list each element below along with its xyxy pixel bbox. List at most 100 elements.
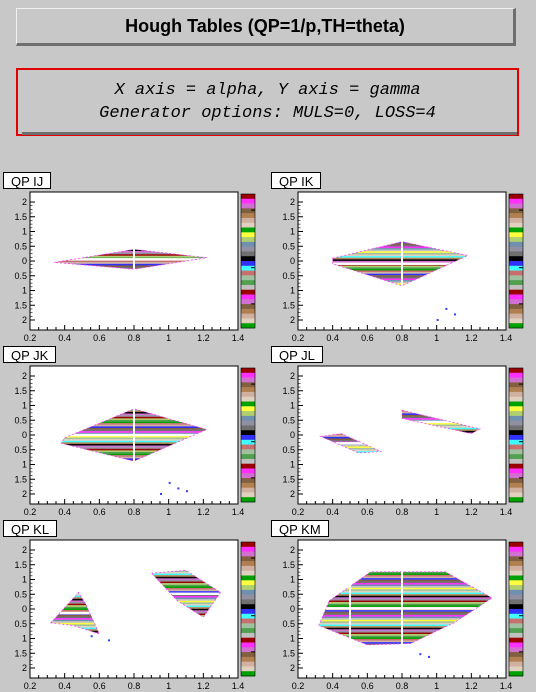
palette-swatch (509, 194, 523, 200)
palette-swatch (509, 237, 523, 243)
palette-swatch (509, 425, 523, 431)
y-tick-label: 1.5 (14, 386, 27, 396)
palette-swatch (509, 261, 523, 267)
palette-swatch (241, 599, 255, 605)
palette-swatch (241, 647, 255, 653)
palette-swatch (509, 492, 523, 498)
palette-swatch (509, 420, 523, 426)
scatter-point (177, 487, 180, 490)
scatter-point (454, 313, 456, 316)
palette-swatch (241, 406, 255, 412)
chart-svg: 0.2 0.4 0.6 0.8 1 1.2 1.4 2 1.5 1 0.5 0 0.5 1 1.5 2 (14, 191, 256, 343)
palette-swatch (241, 280, 255, 286)
palette-swatch (241, 623, 255, 629)
x-tick-label: 1 (166, 681, 171, 691)
x-tick-label: 0.8 (396, 681, 409, 691)
region-edge (150, 569, 222, 618)
palette-swatch (509, 251, 523, 257)
palette-swatch (509, 473, 523, 479)
palette-swatch (509, 642, 523, 648)
palette-swatch (241, 430, 255, 436)
palette-swatch (509, 487, 523, 493)
palette-swatch (509, 647, 523, 653)
palette-swatch (241, 542, 255, 548)
x-tick-label: 0.4 (326, 681, 339, 691)
palette-swatch (509, 632, 523, 639)
palette-swatch (509, 585, 523, 591)
info-box: X axis = alpha, Y axis = gamma Generator… (16, 68, 519, 136)
palette-swatch (241, 261, 255, 267)
palette-swatch (509, 313, 523, 319)
x-tick-label: 1 (166, 333, 171, 343)
palette-swatch (509, 449, 523, 455)
palette-swatch (509, 294, 523, 300)
palette-swatch (509, 396, 523, 402)
palette-swatch (509, 299, 523, 305)
chart-svg: 0.2 0.4 0.6 0.8 1 1.2 1.4 2 1.5 1 0.5 0 0.5 1 1.5 2 (282, 539, 524, 691)
palette-swatch (509, 217, 523, 224)
y-tick-label: 2 (290, 197, 295, 207)
y-tick-label: 0.5 (282, 415, 295, 425)
palette-swatch (509, 454, 523, 460)
y-tick-label: 1.5 (282, 212, 295, 222)
y-tick-label: 2 (22, 663, 27, 673)
palette-swatch (241, 580, 255, 586)
palette-swatch (509, 318, 523, 324)
palette-swatch (241, 661, 255, 667)
scatter-point (428, 655, 430, 658)
y-tick-label: 2 (22, 371, 27, 381)
y-tick-label: 1.5 (14, 212, 27, 222)
y-tick-label: 1 (290, 401, 295, 411)
x-tick-label: 1 (166, 507, 171, 517)
palette-swatch (241, 482, 255, 488)
region-edge (332, 241, 470, 287)
y-tick-label: 1.5 (14, 648, 27, 658)
palette-swatch (509, 377, 523, 383)
palette-swatch (241, 232, 255, 238)
palette-swatch (241, 265, 255, 271)
y-tick-label: 1 (22, 575, 27, 585)
chart-svg: 0.2 0.4 0.6 0.8 1 1.2 1.4 2 1.5 1 0.5 0 0.5 1 1.5 2 (282, 365, 524, 517)
palette-swatch (509, 546, 523, 552)
y-tick-label: 1.5 (282, 474, 295, 484)
y-tick-label: 1.5 (282, 300, 295, 310)
palette-swatch (509, 463, 523, 469)
info-line-1: X axis = alpha, Y axis = gamma (114, 81, 421, 100)
palette-swatch (509, 415, 523, 421)
palette-swatch (509, 241, 523, 247)
palette-swatch (241, 318, 255, 324)
palette-swatch (241, 275, 255, 281)
x-tick-label: 0.4 (58, 507, 71, 517)
x-tick-label: 0.8 (128, 507, 141, 517)
palette-swatch (509, 609, 523, 615)
x-tick-label: 0.2 (292, 681, 305, 691)
palette-swatch (241, 208, 255, 214)
palette-swatch (241, 454, 255, 460)
palette-swatch (509, 482, 523, 488)
palette-swatch (241, 256, 255, 262)
y-tick-label: 1 (290, 227, 295, 237)
palette-swatch (241, 492, 255, 498)
y-tick-label: 1.5 (14, 474, 27, 484)
info-line-2: Generator options: MULS=0, LOSS=4 (99, 104, 436, 123)
y-tick-label: 0.5 (282, 619, 295, 629)
x-tick-label: 0.2 (292, 333, 305, 343)
palette-swatch (241, 449, 255, 455)
x-tick-label: 1.4 (500, 507, 513, 517)
scatter-point (445, 307, 448, 310)
palette-swatch (241, 652, 255, 658)
palette-swatch (241, 382, 255, 388)
chart-svg: 0.2 0.4 0.6 0.8 1 1.2 1.4 2 1.5 1 0.5 0 0.5 1 1.5 2 (14, 539, 256, 691)
palette-swatch (241, 420, 255, 426)
palette-swatch (241, 589, 255, 595)
region-edge (54, 249, 207, 270)
palette-swatch (241, 299, 255, 305)
palette-swatch (509, 628, 523, 634)
x-tick-label: 1 (434, 507, 439, 517)
palette-swatch (241, 556, 255, 562)
x-tick-label: 1.2 (197, 507, 210, 517)
palette-swatch (241, 284, 255, 291)
chart-title: QP IJ (3, 172, 52, 189)
palette-swatch (241, 222, 255, 228)
palette-swatch (509, 661, 523, 667)
